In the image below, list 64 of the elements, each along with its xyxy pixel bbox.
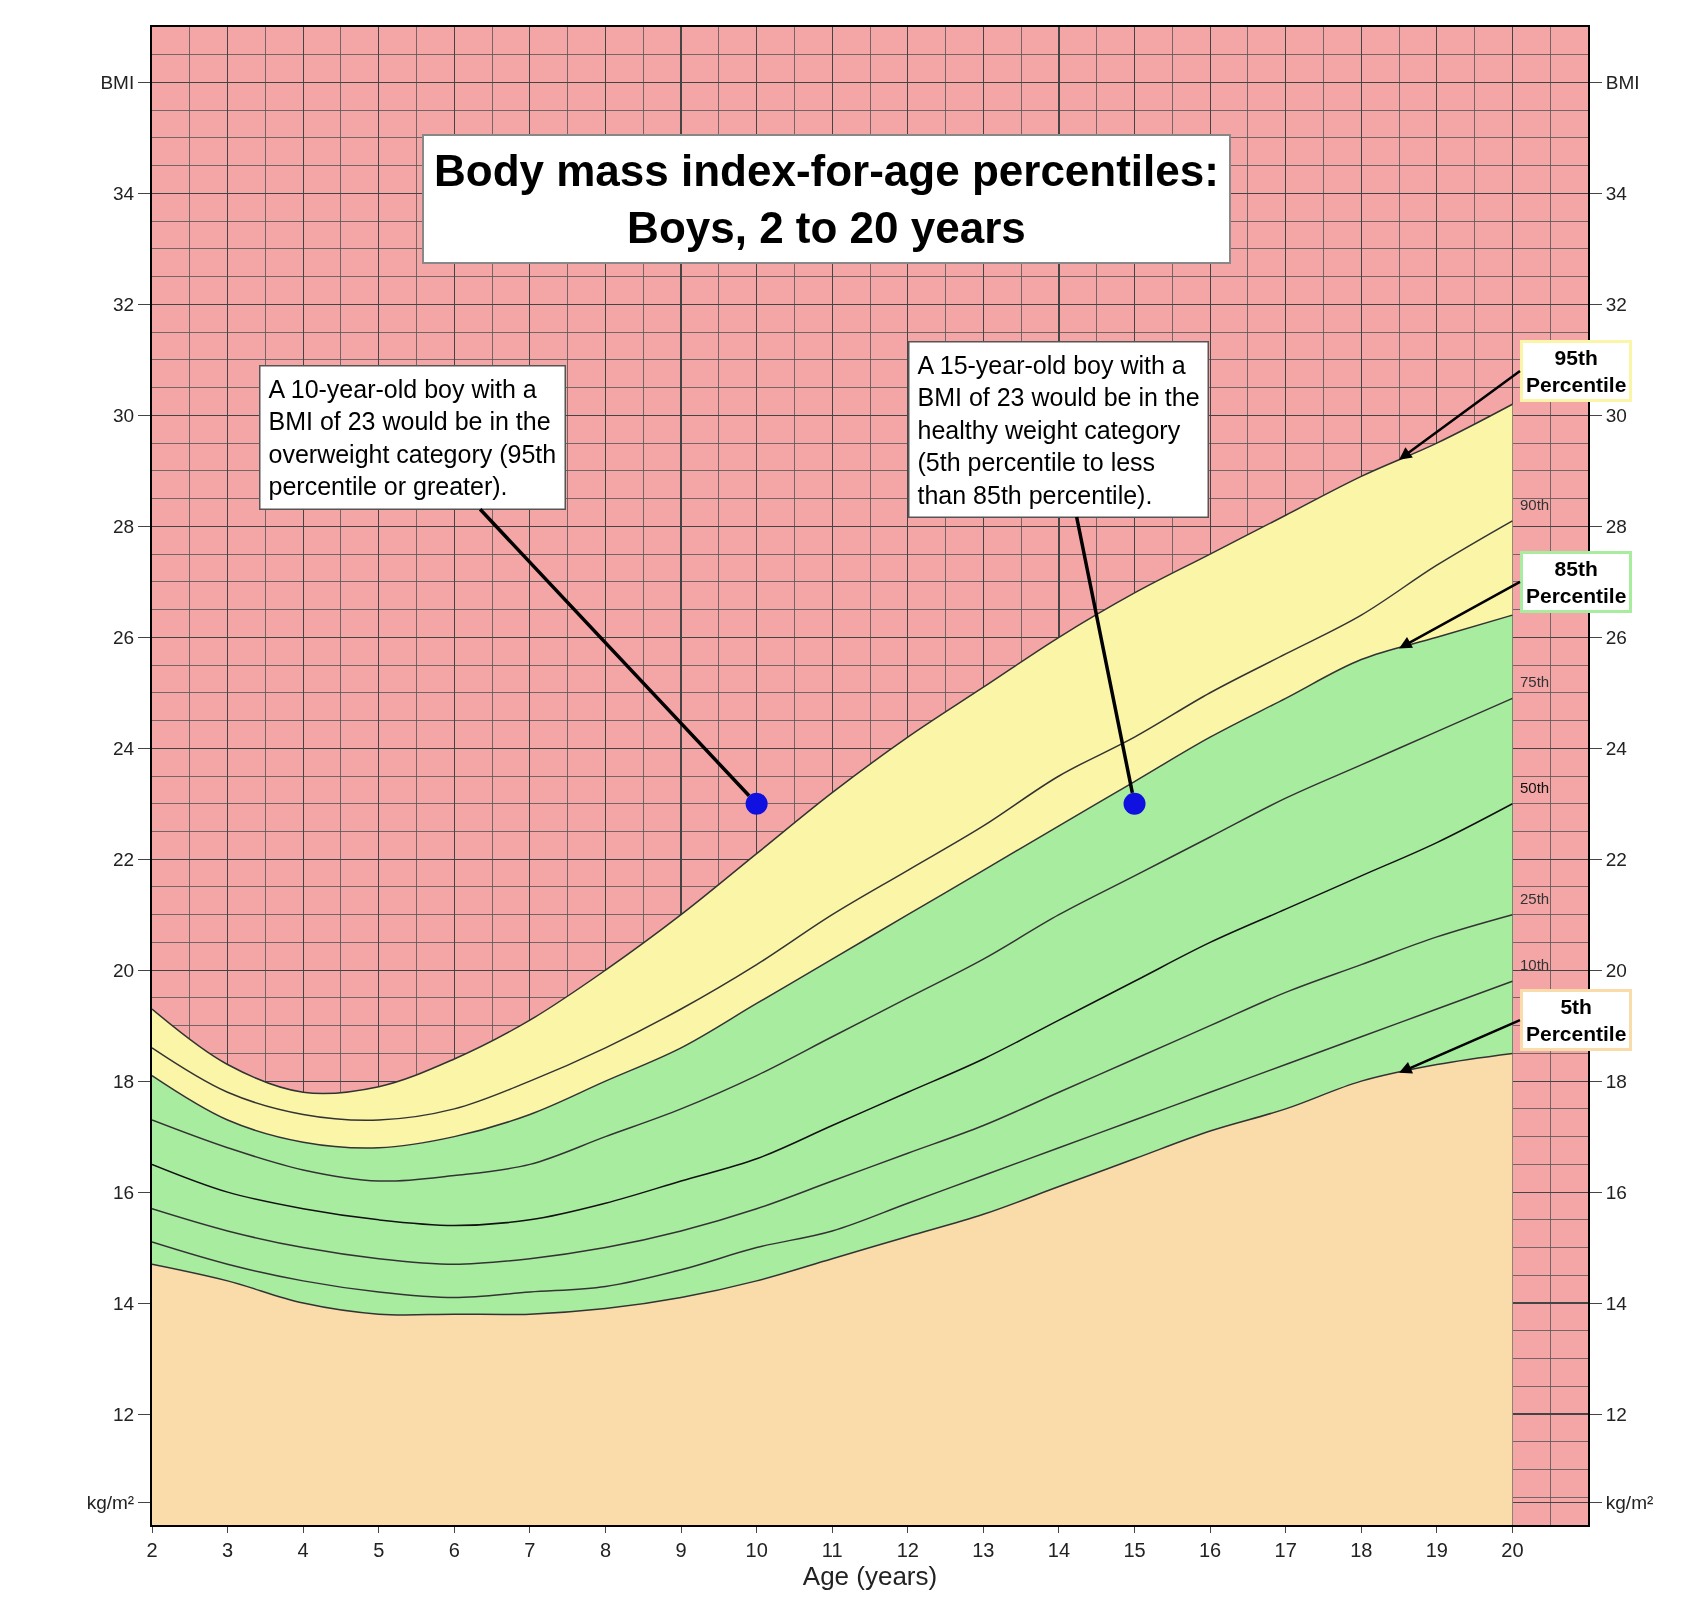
y2-tick-label: 16 bbox=[1605, 1181, 1627, 1203]
y2-tick-label: 12 bbox=[1605, 1403, 1627, 1425]
line-series bbox=[152, 980, 1514, 1299]
x-tick-label: 11 bbox=[821, 1539, 843, 1561]
x-tick-label: 4 bbox=[297, 1539, 309, 1561]
y-tick-label: 12 bbox=[113, 1403, 135, 1425]
x-tick-label: 15 bbox=[1123, 1539, 1146, 1561]
series-label: 95th Percentile bbox=[1526, 346, 1627, 397]
line-series bbox=[152, 697, 1514, 1182]
x-tick-label: 12 bbox=[896, 1539, 919, 1561]
y-tick-label: BMI bbox=[100, 72, 135, 94]
x-tick-label: 14 bbox=[1047, 1539, 1071, 1561]
x-tick-label: 6 bbox=[448, 1539, 460, 1561]
y-tick-label: 34 bbox=[113, 183, 135, 205]
series-label: 25th bbox=[1520, 890, 1550, 907]
annotation: A 10-year-old boy with a BMI of 23 would be in the overweight category (95th percentile or greater). bbox=[268, 374, 557, 500]
y2-tick-label: 34 bbox=[1605, 183, 1628, 205]
x-tick-label: 2 bbox=[146, 1539, 158, 1561]
y-tick-label: 30 bbox=[113, 405, 135, 427]
y-tick-label: 18 bbox=[113, 1070, 135, 1092]
series-label: 5th Percentile bbox=[1526, 995, 1627, 1046]
x-tick-label: 3 bbox=[222, 1539, 234, 1561]
y2-tick-label: 22 bbox=[1605, 848, 1627, 870]
y-tick-label: 14 bbox=[113, 1292, 135, 1314]
y-tick-label: 32 bbox=[113, 294, 135, 316]
x-tick-label: 18 bbox=[1350, 1539, 1373, 1561]
x-tick-label: 17 bbox=[1274, 1539, 1297, 1561]
text: Body mass index-for-age percentiles: Boys, 2 to 20 years bbox=[434, 146, 1219, 253]
y-tick-label: 26 bbox=[113, 626, 135, 648]
y2-tick-label: 28 bbox=[1605, 515, 1627, 537]
x-tick-label: 5 bbox=[373, 1539, 385, 1561]
series-label: 90th bbox=[1520, 496, 1550, 513]
x-tick-label: 20 bbox=[1501, 1539, 1524, 1561]
x-tick-label: 13 bbox=[972, 1539, 995, 1561]
x-tick-label: 10 bbox=[745, 1539, 768, 1561]
y2-tick-label: 30 bbox=[1605, 405, 1627, 427]
y2-tick-label: 14 bbox=[1605, 1292, 1628, 1314]
x-tick-label: 9 bbox=[675, 1539, 687, 1561]
y-tick-label: 22 bbox=[113, 848, 135, 870]
series-label: 50th bbox=[1520, 779, 1550, 796]
series-label: 85th Percentile bbox=[1526, 557, 1627, 608]
y-tick-label: kg/m² bbox=[86, 1492, 135, 1514]
x-tick-label: 16 bbox=[1198, 1539, 1222, 1561]
y-tick-label: 24 bbox=[113, 737, 135, 759]
line-series bbox=[152, 802, 1514, 1227]
y-tick-label: 28 bbox=[113, 515, 135, 537]
annotation: A 15-year-old boy with a BMI of 23 would be in the healthy weight category (5th percentile to less than 85th percentile). bbox=[917, 350, 1200, 509]
y2-tick-label: 24 bbox=[1605, 737, 1628, 759]
x-tick-label: 19 bbox=[1425, 1539, 1448, 1561]
y2-tick-label: kg/m² bbox=[1605, 1492, 1654, 1514]
line-series bbox=[152, 520, 1514, 1121]
y2-tick-label: BMI bbox=[1605, 72, 1640, 94]
series-label: 10th bbox=[1520, 956, 1550, 973]
y2-tick-label: 20 bbox=[1605, 959, 1627, 981]
y-tick-label: 20 bbox=[113, 959, 135, 981]
line-series bbox=[152, 913, 1514, 1265]
y2-tick-label: 26 bbox=[1605, 626, 1627, 648]
x-tick-label: 8 bbox=[599, 1539, 612, 1561]
y2-tick-label: 32 bbox=[1605, 294, 1627, 316]
x-tick-label: 7 bbox=[524, 1539, 536, 1561]
y-tick-label: 16 bbox=[113, 1181, 135, 1203]
x-axis-title: Age (years) bbox=[802, 1561, 938, 1591]
series-label: 75th bbox=[1520, 673, 1550, 690]
y2-tick-label: 18 bbox=[1605, 1070, 1627, 1092]
